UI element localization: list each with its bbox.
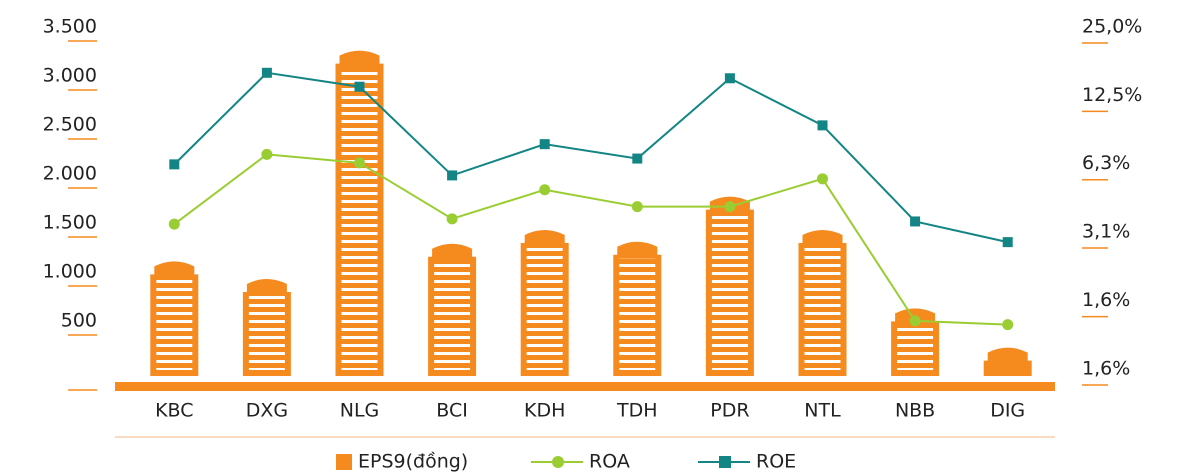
legend-swatch (552, 456, 564, 468)
point (168, 218, 180, 230)
bar-windows (897, 325, 934, 370)
point (446, 213, 458, 225)
x-tick-label: DIG (990, 400, 1025, 422)
point (724, 201, 736, 213)
point (632, 153, 643, 164)
bar-windows (804, 247, 841, 370)
x-tick-label: NBB (895, 400, 935, 422)
bar-windows (434, 260, 471, 370)
point (1002, 319, 1014, 331)
y-tick-label: 1.000 (43, 261, 97, 283)
y-tick-label: 2.500 (43, 114, 97, 136)
bar (983, 347, 1032, 376)
bar-windows (248, 296, 285, 370)
legend-label: EPS9(đồng) (358, 451, 468, 473)
point (447, 170, 458, 181)
point (631, 201, 643, 213)
x-tick-label: NTL (804, 400, 841, 422)
bar-windows (341, 67, 378, 370)
y2-tick-label: 1,6% (1082, 358, 1130, 380)
y-tick-label: 500 (61, 310, 97, 332)
x-tick-label: TDH (616, 400, 658, 422)
x-tick-label: PDR (710, 400, 749, 422)
point (1002, 237, 1013, 248)
x-tick-label: KBC (155, 400, 193, 422)
bar-windows (156, 278, 193, 370)
legend-swatch (336, 454, 352, 470)
x-tick-label: KDH (524, 400, 565, 422)
y-tick-label: 3.500 (43, 16, 97, 38)
x-tick-label: NLG (340, 400, 380, 422)
point (354, 157, 365, 169)
line (173, 153, 1008, 326)
point (539, 139, 550, 150)
point (539, 184, 551, 196)
point (910, 216, 921, 227)
bar-windows (619, 258, 656, 370)
y-tick-label: 1.500 (43, 212, 97, 234)
point (169, 159, 180, 170)
point (261, 148, 273, 160)
y2-tick-label: 3,1% (1082, 220, 1130, 242)
y2-tick-label: 25,0% (1082, 16, 1142, 38)
x-axis-base (115, 382, 1055, 391)
y-tick-label: 3.000 (43, 65, 97, 87)
point (817, 120, 828, 131)
point (909, 315, 921, 327)
y2-tick-label: 6,3% (1082, 152, 1130, 174)
x-tick-label: BCI (436, 400, 468, 422)
x-tick-label: DXG (246, 400, 288, 422)
bar-windows (711, 213, 748, 370)
legend-label: ROE (756, 451, 796, 473)
legend-swatch (719, 456, 731, 468)
point (724, 73, 735, 84)
y2-tick-label: 12,5% (1082, 84, 1142, 106)
y2-tick-label: 1,6% (1082, 289, 1130, 311)
line (173, 71, 1008, 244)
y-tick-label: 2.000 (43, 163, 97, 185)
point (354, 81, 365, 92)
legend-label: ROA (589, 451, 630, 473)
point (817, 173, 828, 185)
bar-windows (526, 247, 563, 370)
point (261, 67, 272, 78)
